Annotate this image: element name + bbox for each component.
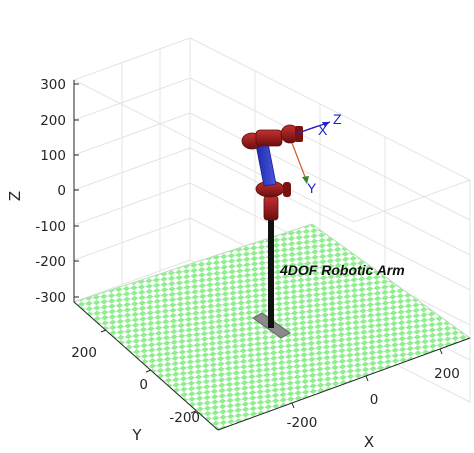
- frame-y-axis: [291, 142, 308, 183]
- frame-y-label: Y: [307, 180, 317, 196]
- end-effector-frame: X Z Y: [291, 111, 342, 196]
- x-axis-label: X: [364, 433, 374, 451]
- z-tick-label: -300: [35, 290, 66, 306]
- elbow-cap: [283, 182, 291, 197]
- z-tick-label: -100: [35, 219, 66, 235]
- axis-lines: [73, 80, 471, 431]
- x-axis-ticks: -200 0 200 X: [287, 348, 460, 451]
- z-axis-ticks: 300 200 100 0 -100 -200 -300 Z: [6, 77, 79, 306]
- frame-z-arrowhead: [322, 122, 330, 127]
- lower-link: [263, 195, 279, 221]
- y-axis-label: Y: [131, 426, 142, 444]
- y-axis-ticks: 200 0 -200 Y: [71, 329, 200, 444]
- robot-arm[interactable]: [241, 124, 303, 339]
- x-tick-label: -200: [287, 415, 318, 431]
- x-tick-label: 200: [434, 366, 460, 382]
- robot-name-label: 4DOF Robotic Arm: [279, 262, 405, 278]
- shoulder-link: [255, 129, 283, 147]
- frame-x-label: X: [318, 122, 328, 138]
- x-tick-label: 0: [370, 392, 379, 408]
- z-axis-label: Z: [6, 191, 24, 201]
- z-tick-label: 0: [57, 183, 66, 199]
- z-tick-label: 100: [40, 148, 66, 164]
- wrist-cap: [295, 126, 303, 142]
- frame-y-arrowhead: [302, 176, 309, 184]
- z-tick-label: -200: [35, 254, 66, 270]
- y-tick-label: 0: [139, 377, 148, 393]
- base-post: [268, 216, 274, 328]
- upper-link: [255, 142, 277, 187]
- z-tick-label: 300: [40, 77, 66, 93]
- z-tick-label: 200: [40, 113, 66, 129]
- frame-z-label: Z: [333, 111, 342, 127]
- y-tick-label: -200: [169, 410, 200, 426]
- y-tick-label: 200: [71, 345, 97, 361]
